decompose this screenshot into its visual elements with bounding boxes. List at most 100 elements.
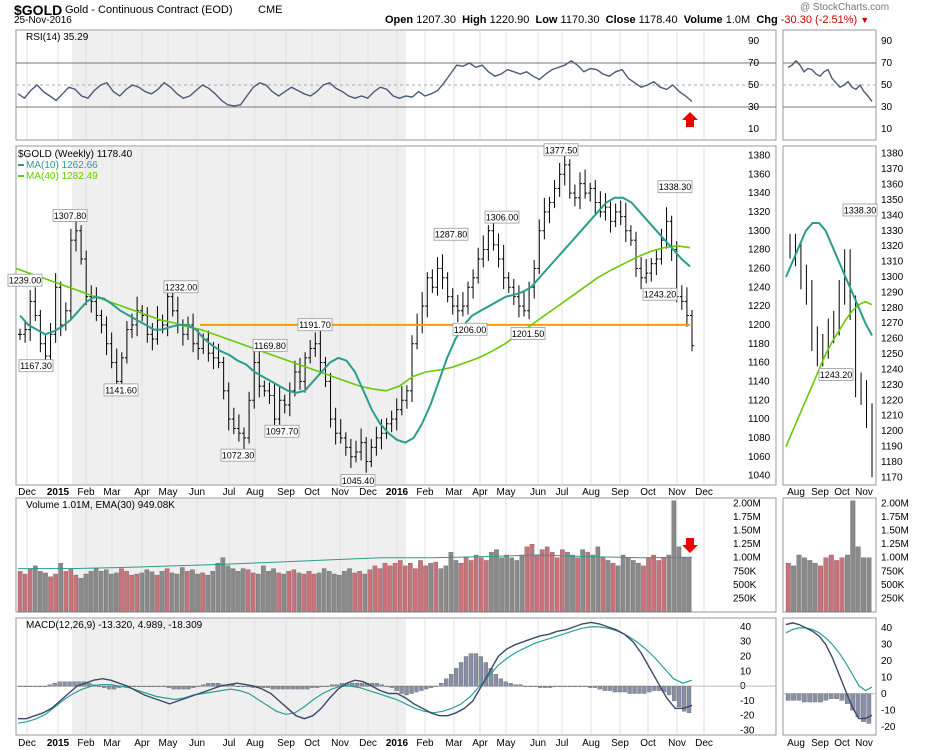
macd-histogram-bar [389, 685, 394, 688]
macd-histogram-bar [52, 683, 57, 687]
macd-histogram-bar [280, 685, 285, 690]
inset-volume-bar [834, 560, 840, 613]
x-tick-label-top: Aug [246, 487, 264, 498]
price-y-tick: 1360 [748, 169, 771, 180]
price-y-tick: 1040 [748, 471, 771, 482]
x-tick-label-top: Jul [556, 487, 569, 498]
x-tick-label-top: Jun [189, 487, 205, 498]
chart-header: $GOLD Gold - Continuous Contract (EOD) C… [0, 0, 930, 26]
ohlc-bar [567, 159, 572, 199]
price-annotation: 1167.30 [18, 359, 54, 373]
macd-histogram-bar [325, 685, 330, 687]
ohlc-bar [588, 182, 593, 202]
volume-bar [367, 569, 373, 613]
ohlc-bar [404, 385, 409, 409]
volume-bar [362, 573, 368, 613]
macd-histogram-bar [315, 685, 320, 688]
price-y-tick: 1320 [748, 207, 771, 218]
ohlc-bar [94, 287, 99, 322]
ohlc-bar [28, 290, 33, 341]
ohlc-bar [460, 291, 465, 317]
price-annotation-box [252, 338, 288, 352]
price-annotation-label: 1097.70 [266, 427, 299, 437]
macd-histogram-bar [548, 685, 553, 688]
x-tick-label-top: Aug [582, 487, 600, 498]
macd-histogram-bar [582, 685, 588, 687]
price-annotation-label: 1338.30 [659, 182, 692, 192]
volume-bar [27, 568, 33, 613]
volume-bar [347, 568, 352, 613]
ohlc-bar [231, 407, 236, 435]
price-annotation: 1243.20 [642, 287, 678, 301]
volume-bar [504, 554, 509, 613]
price-annotation-box [18, 359, 54, 373]
volume-bar [144, 569, 150, 613]
ohlc-bar [206, 330, 211, 362]
macd-histogram-bar [592, 685, 597, 688]
macd-histogram-bar [151, 685, 156, 687]
inset-price-y-tick: 1320 [881, 241, 904, 252]
ohlc-bar [292, 360, 297, 397]
inset-macd-histogram-bar [828, 693, 834, 699]
volume-bar [58, 562, 63, 613]
x-tick-label-top: Jul [223, 487, 236, 498]
macd-histogram-bar [17, 685, 23, 687]
ohlc-bar [318, 329, 323, 374]
ohlc-bar [522, 291, 526, 317]
price-annotation-label: 1377.50 [545, 145, 578, 155]
x-tick-label-top: Nov [331, 487, 349, 498]
volume-bar [185, 571, 190, 613]
x-tick-label-bottom: Dec [18, 738, 36, 749]
price-annotation-box [642, 287, 678, 301]
volume-bar [519, 554, 525, 613]
volume-bar [164, 568, 170, 613]
macd-histogram-bar [265, 685, 270, 688]
inset-volume-bar [844, 554, 850, 613]
x-tick-label-bottom: Feb [77, 738, 95, 749]
ohlc-bar [506, 272, 511, 293]
macd-histogram-bar [458, 662, 464, 687]
volume-bar [149, 571, 155, 613]
volume-bar [555, 557, 560, 613]
volume-bar [463, 557, 469, 613]
macd-histogram-bar [107, 685, 112, 690]
volume-bar [641, 565, 646, 613]
macd-histogram-bar [513, 684, 518, 687]
ohlc-bar [104, 316, 109, 356]
inset-rsi-y-tick: 50 [881, 80, 893, 91]
ohlc-bar [628, 225, 633, 246]
x-tick-label-top: Nov [668, 487, 686, 498]
inset-price-annotation: 1243.20 [818, 368, 854, 381]
rsi-title: RSI(14) 35.29 [26, 32, 89, 43]
ohlc-bar [369, 438, 374, 468]
x-tick-label-bottom: May [159, 738, 178, 749]
price-y-tick: 1200 [748, 320, 771, 331]
inset-volume-bar [823, 557, 829, 613]
volume-bar [321, 568, 327, 613]
price-y-tick: 1380 [748, 150, 771, 161]
inset-price-y-tick: 1340 [881, 210, 904, 221]
macd-histogram-bar [627, 685, 632, 694]
inset-volume-bar [807, 560, 813, 613]
ohlc-bar [440, 254, 445, 290]
x-tick-label-bottom: Sep [611, 738, 629, 749]
price-annotation-label: 1239.00 [9, 276, 42, 286]
price-title: $GOLD (Weekly) 1178.40 [18, 149, 133, 160]
volume-bar [281, 573, 286, 613]
ohlc-bar [501, 244, 506, 290]
price-annotation-label: 1232.00 [165, 282, 198, 292]
volume-y-tick: 1.50M [733, 526, 761, 537]
high-value: 1220.90 [489, 14, 530, 26]
x-tick-label-top: Feb [77, 487, 95, 498]
inset-volume-y-tick: 500K [881, 580, 905, 591]
volume-bar [316, 572, 322, 613]
macd-histogram-bar [245, 685, 251, 687]
x-tick-label-top: Apr [472, 487, 488, 498]
macd-histogram-bar [439, 683, 444, 687]
inset-macd-histogram-bar [791, 693, 796, 701]
macd-y-tick: -10 [740, 696, 755, 707]
ohlc-bar [226, 382, 231, 431]
ohlc-bar [481, 235, 486, 268]
volume-y-tick: 2.00M [733, 498, 761, 509]
volume-bar [473, 554, 479, 613]
